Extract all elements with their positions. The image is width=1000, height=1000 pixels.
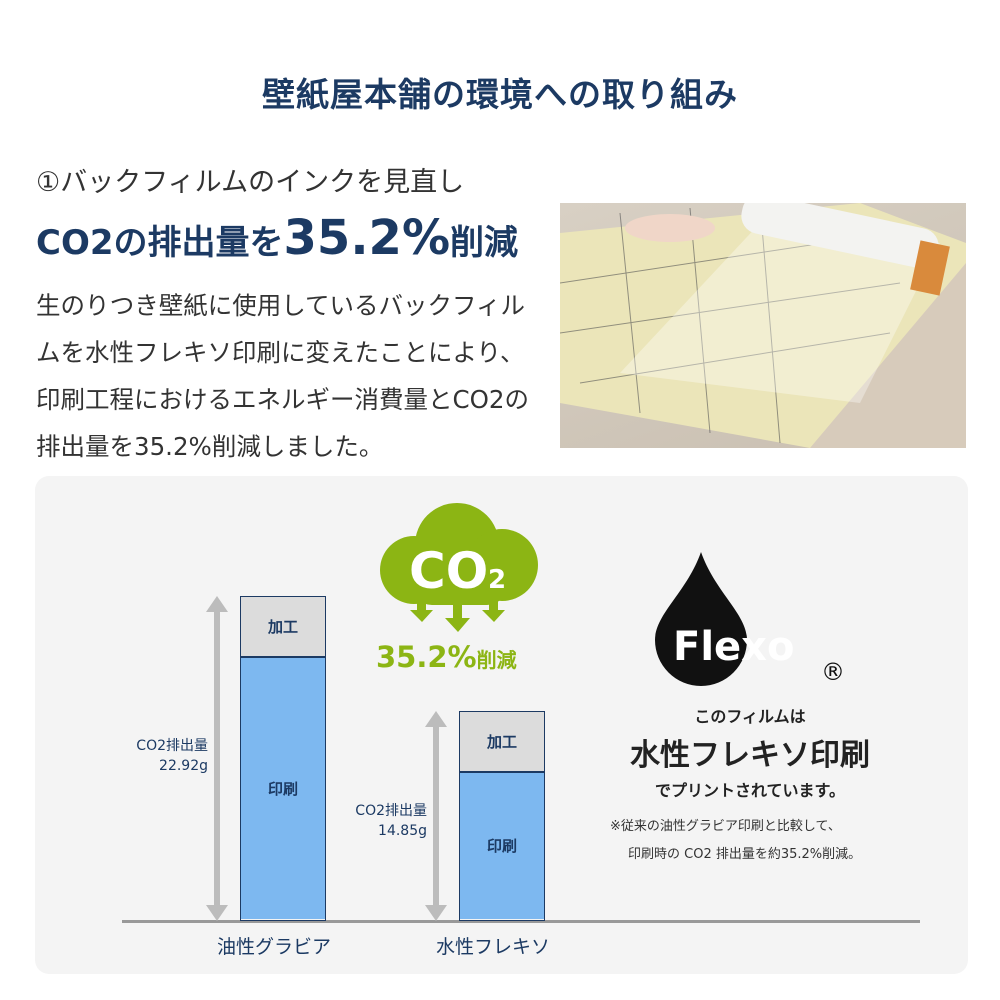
backfilm-photo — [560, 203, 966, 448]
category-label: 水性フレキソ — [435, 936, 550, 958]
chart-baseline — [122, 920, 920, 923]
segment-processing: 加工 — [460, 711, 544, 773]
flexo-note2: 印刷時の CO2 排出量を約35.2%削減。 — [628, 847, 862, 862]
cloud-co-text: CO — [409, 542, 488, 600]
section-headline: CO2の排出量を35.2%削減 — [36, 210, 518, 266]
headline-post: 削減 — [450, 223, 519, 263]
cloud-sub-text: 2 — [488, 565, 506, 595]
flexo-logo-text: Flexo — [673, 624, 794, 670]
segment-printing: 印刷 — [460, 772, 544, 919]
total-value: 14.85g — [378, 823, 427, 840]
category-label: 油性グラビア — [216, 936, 331, 958]
total-arrow — [206, 596, 228, 921]
reduction-value: 35.2% — [376, 640, 477, 674]
flexo-logo: Flexo ® — [655, 552, 845, 686]
total-label-title: CO2排出量 — [355, 803, 427, 820]
bar-water-flexo: 加工 印刷 — [459, 710, 545, 921]
section-body: 生のりつき壁紙に使用しているバックフィルムを水性フレキソ印刷に変えたことにより、… — [36, 291, 529, 461]
reduction-label: 35.2%削減 — [376, 640, 517, 674]
bar-oil-gravure: 加工 印刷 — [240, 596, 326, 921]
reduction-suffix: 削減 — [476, 648, 517, 672]
flexo-line3: でプリントされています。 — [655, 781, 845, 800]
flexo-line1: このフィルムは — [694, 707, 806, 726]
total-label-title: CO2排出量 — [136, 737, 208, 754]
backfilm-illustration — [560, 203, 966, 448]
total-label: CO2排出量 14.85g — [319, 801, 427, 841]
headline-pre: CO2の排出量を — [36, 223, 284, 263]
total-label: CO2排出量 22.92g — [100, 736, 208, 776]
total-value: 22.92g — [159, 757, 208, 774]
flexo-note1: ※従来の油性グラビア印刷と比較して、 — [610, 819, 841, 834]
page-title: 壁紙屋本舗の環境への取り組み — [262, 75, 738, 114]
flexo-line2: 水性フレキソ印刷 — [630, 738, 870, 773]
segment-processing: 加工 — [241, 597, 325, 659]
segment-printing: 印刷 — [241, 658, 325, 919]
registered-mark: ® — [821, 658, 845, 686]
section-subtitle: ①バックフィルムのインクを見直し — [36, 167, 465, 198]
total-arrow — [425, 710, 447, 922]
headline-value: 35.2% — [283, 210, 451, 266]
co2-cloud-icon: CO 2 — [380, 503, 538, 632]
